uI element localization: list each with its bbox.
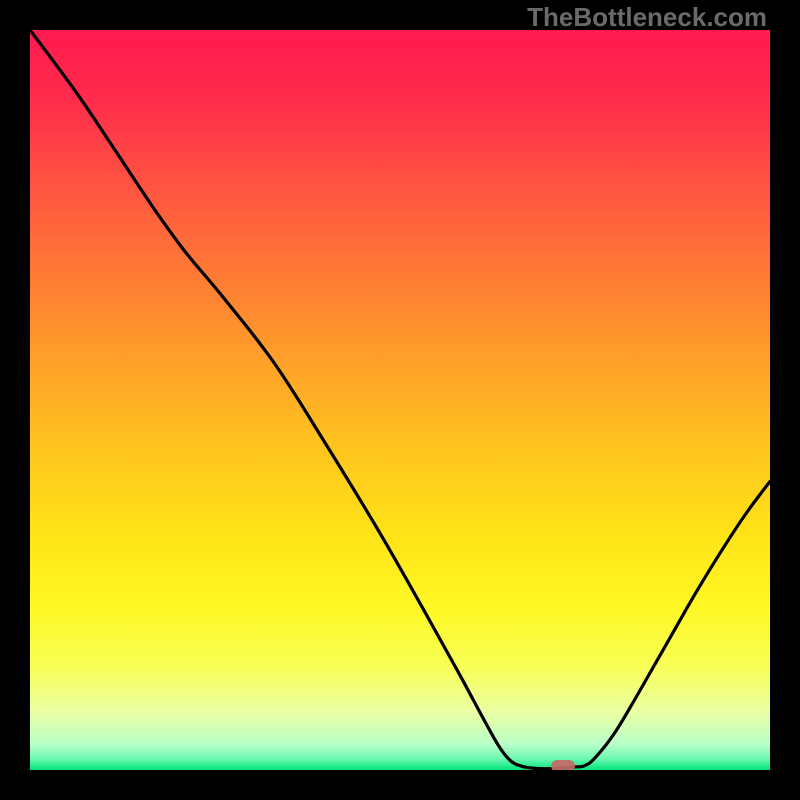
optimum-marker bbox=[551, 760, 575, 770]
watermark-text: TheBottleneck.com bbox=[527, 2, 767, 33]
bottleneck-curve bbox=[30, 30, 770, 770]
plot-area bbox=[30, 30, 770, 770]
curve-path bbox=[30, 30, 770, 769]
